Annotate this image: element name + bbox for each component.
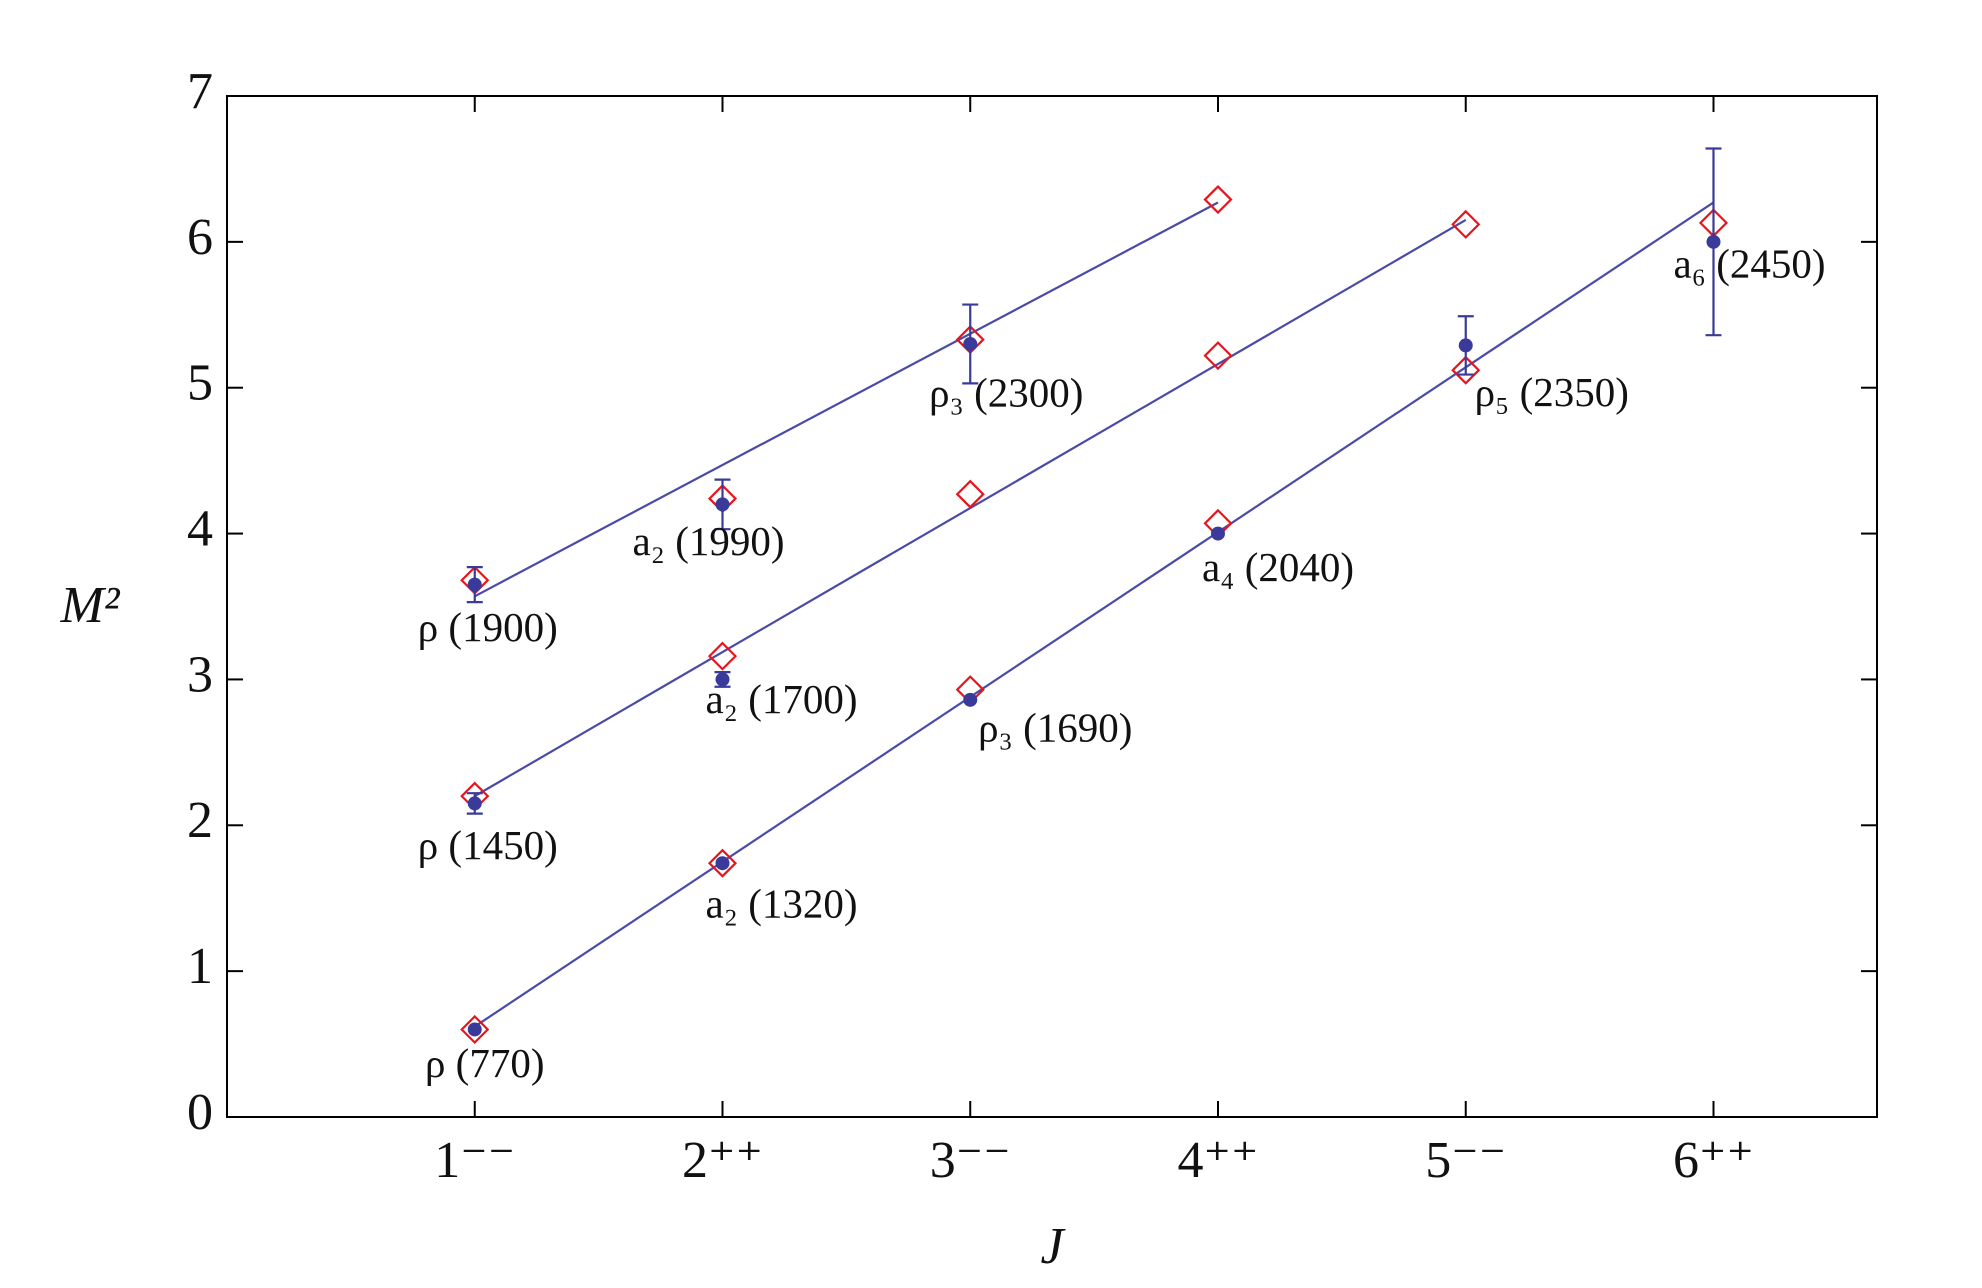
model-point [707,848,738,878]
data-point [963,336,978,351]
model-point [1203,341,1233,371]
y-tick-label: 4 [187,501,213,558]
model-point [1451,355,1481,385]
x-tick-label: 4⁺⁺ [1178,1132,1259,1189]
x-tick-label: 5⁻⁻ [1425,1132,1506,1189]
data-point [467,796,482,811]
plot-frame [226,95,1878,1118]
point-label: ρ₃ (1690) [978,704,1132,750]
y-tick-label: 0 [187,1084,213,1141]
y-tick-label: 5 [187,355,213,412]
point-label: a₄ (2040) [1202,544,1354,590]
fit-line [474,201,1715,1028]
model-point [955,479,985,509]
x-axis-label: J [1040,1218,1066,1275]
x-tick-label: 3⁻⁻ [930,1132,1011,1189]
data-point [467,1022,482,1037]
fit-line [474,201,1219,598]
y-tick-label: 2 [187,792,213,849]
y-axis-label: M² [60,577,121,634]
y-tick-label: 3 [187,646,213,703]
point-label: ρ (1450) [418,822,558,868]
data-point [715,672,730,687]
model-point [1451,209,1481,239]
point-label: a₆ (2450) [1673,240,1825,286]
y-tick-label: 7 [187,63,213,120]
data-point [1458,338,1473,353]
data-point [963,692,978,707]
x-tick-label: 6⁺⁺ [1673,1132,1754,1189]
model-point [1203,185,1233,215]
point-label: ρ₃ (2300) [929,369,1083,415]
point-label: ρ₅ (2350) [1475,369,1629,415]
model-point [460,1014,490,1045]
model-point [707,641,738,671]
point-label: ρ (1900) [418,604,558,650]
data-point [715,856,730,871]
point-label: a₂ (1320) [705,881,857,927]
point-label: a₂ (1700) [705,676,857,722]
x-tick-label: 2⁺⁺ [682,1132,763,1189]
point-label: a₂ (1990) [632,518,784,564]
y-tick-label: 1 [187,938,213,995]
data-point [1210,526,1225,541]
data-point [715,497,730,512]
data-point [467,577,482,592]
y-tick-label: 6 [187,209,213,266]
x-tick-label: 1⁻⁻ [434,1132,515,1189]
data-point [1706,234,1721,249]
point-label: ρ (770) [425,1040,545,1086]
